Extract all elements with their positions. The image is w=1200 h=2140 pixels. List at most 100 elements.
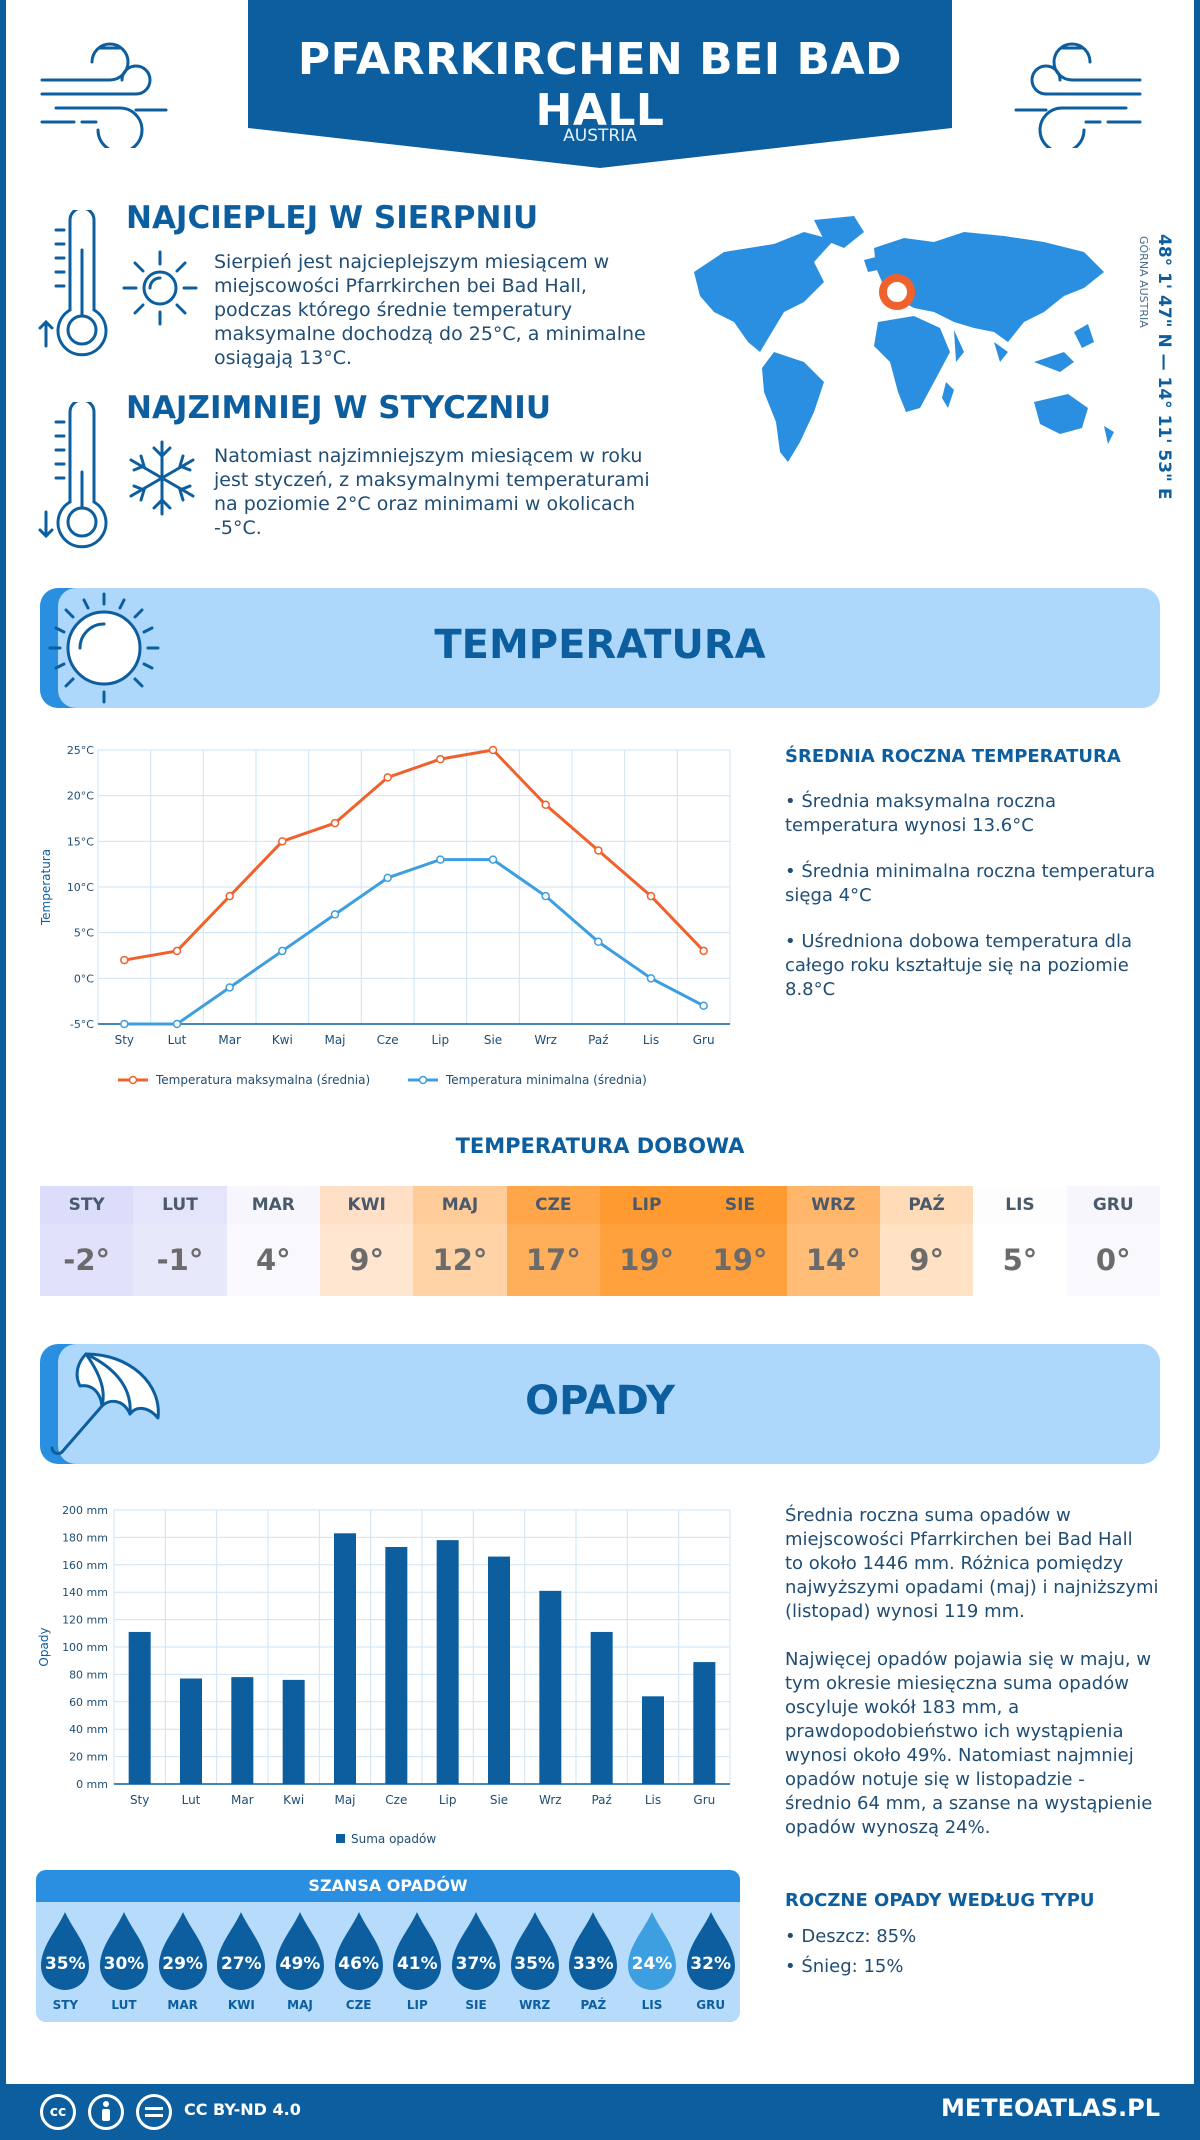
y-tick-label: 80 mm	[69, 1668, 108, 1681]
data-point	[488, 855, 498, 864]
wind-icon-right	[1014, 42, 1142, 148]
rain-drop: 30% LUT	[95, 1910, 153, 2020]
series-line	[124, 858, 705, 1026]
bullet-line: temperatura wynosi 13.6°C	[785, 815, 1034, 836]
x-tick-label: Sie	[490, 1793, 508, 1807]
precip-type-rain: • Deszcz: 85%	[785, 1926, 917, 1947]
data-point	[172, 1019, 182, 1029]
daily-temp-cell: PAŹ 9°	[879, 1186, 974, 1296]
data-point	[172, 946, 182, 956]
rain-chance-value: 37%	[455, 1954, 497, 1974]
paragraph-line: oscyluje wokół 183 mm, a	[785, 1697, 1020, 1718]
data-point	[594, 937, 603, 947]
by-icon	[88, 2094, 124, 2130]
paragraph-line: wynosi około 49%. Natomiast najmniej	[785, 1745, 1134, 1766]
bar	[539, 1590, 562, 1784]
y-tick-label: 140 mm	[62, 1586, 108, 1599]
x-tick-label: Kwi	[283, 1793, 304, 1807]
bar	[590, 1631, 613, 1784]
bar	[180, 1678, 202, 1784]
daily-temp-cell: LIS 5°	[973, 1186, 1067, 1296]
x-tick-label: Lip	[439, 1793, 457, 1807]
rain-chance-month: LIS	[641, 1998, 663, 2012]
data-point	[699, 946, 708, 956]
y-tick-label: 60 mm	[69, 1696, 108, 1709]
daily-temp-cell: LIP 19°	[599, 1186, 694, 1296]
bullet-line: • Średnia maksymalna roczna	[785, 791, 1056, 812]
rain-chance-heading: SZANSA OPADÓW	[36, 1870, 740, 1902]
coldest-line: Natomiast najzimniejszym miesiącem w rok…	[214, 445, 643, 467]
precip-band	[58, 1344, 1160, 1464]
paragraph-line: to około 1446 mm. Różnica pomiędzy	[785, 1553, 1124, 1574]
thermometer-cold-icon	[38, 402, 108, 549]
drop-icon	[510, 1912, 559, 1990]
data-point	[436, 855, 445, 864]
x-tick-label: Mar	[231, 1793, 254, 1807]
daily-temp-cell: SIE 19°	[693, 1186, 787, 1296]
daily-temp-value: -2°	[40, 1224, 134, 1296]
daily-month-label: MAR	[226, 1186, 320, 1224]
x-tick-label: Wrz	[534, 1033, 557, 1047]
drop-icon	[158, 1912, 207, 1990]
daily-temp-cell: GRU 0°	[1066, 1186, 1160, 1296]
bar	[334, 1533, 356, 1784]
daily-temp-value: 19°	[693, 1224, 787, 1296]
y-tick-label: 25°C	[67, 744, 94, 757]
legend-marker	[418, 1075, 428, 1085]
legend-marker	[128, 1075, 138, 1085]
rain-chance-month: WRZ	[519, 1998, 551, 2012]
rain-chance-value: 24%	[631, 1954, 673, 1974]
y-tick-label: 0°C	[74, 972, 94, 985]
data-point	[120, 955, 129, 965]
y-tick-label: 120 mm	[62, 1614, 108, 1627]
daily-temp-heading: TEMPERATURA DOBOWA	[455, 1134, 745, 1158]
daily-month-label: STY	[40, 1186, 134, 1224]
drop-icon	[276, 1912, 324, 1990]
site-link[interactable]: METEOATLAS.PL	[940, 2094, 1160, 2122]
rain-chance-value: 33%	[572, 1954, 614, 1974]
paragraph-line: (listopad) wynosi 119 mm.	[785, 1601, 1025, 1622]
rain-chance-value: 46%	[338, 1954, 379, 1974]
y-tick-label: 200 mm	[62, 1504, 108, 1517]
umbrella-rain-icon	[50, 1352, 160, 1456]
coordinates: 48° 1' 47" N — 14° 11' 53" E	[1154, 234, 1174, 500]
bullet-line: • Uśredniona dobowa temperatura dla	[785, 931, 1133, 952]
paragraph-line: opadów notuje się w listopadzie -	[785, 1769, 1085, 1790]
paragraph-line: opadów wynoszą 24%.	[785, 1817, 991, 1838]
rain-chance-month: CZE	[345, 1998, 372, 2012]
data-point	[120, 1019, 129, 1029]
bullet-line: całego roku kształtuje się na poziomie	[785, 955, 1129, 976]
rain-chance-drops: 35% STY 30% LUT 29% MAR 27% KWI 49% MAJ 46% CZE 41% L…	[36, 1910, 740, 2020]
daily-month-label: LUT	[133, 1186, 227, 1224]
rain-drop: 35% WRZ	[506, 1910, 564, 2020]
daily-temp-cell: KWI 9°	[319, 1186, 414, 1296]
drop-icon	[41, 1912, 90, 1990]
x-tick-label: Sty	[115, 1033, 134, 1047]
rain-chance-month: MAJ	[287, 1998, 313, 2012]
rain-chance-month: KWI	[227, 1998, 255, 2012]
daily-temp-value: 5°	[973, 1224, 1067, 1296]
coldest-line: -5°C.	[214, 517, 262, 539]
daily-temp-value: 4°	[226, 1224, 320, 1296]
data-point	[646, 974, 656, 983]
drop-icon	[393, 1912, 442, 1990]
drop-icon	[100, 1912, 148, 1990]
x-tick-label: Paź	[588, 1033, 608, 1047]
precip-type-snow: • Śnieg: 15%	[785, 1956, 904, 1977]
rain-chance-value: 35%	[44, 1954, 86, 1974]
page-title: PFARRKIRCHEN BEI BAD HALL	[297, 34, 903, 136]
data-point	[225, 891, 234, 901]
daily-temp-value: 14°	[786, 1224, 880, 1296]
bar	[693, 1662, 716, 1784]
thermometer-hot-icon	[38, 210, 108, 357]
country-label: AUSTRIA	[563, 126, 637, 146]
data-point	[541, 800, 550, 810]
rain-drop: 27% KWI	[212, 1910, 270, 2020]
warmest-line: podczas którego średnie temperatury	[214, 299, 573, 321]
cc-icon: cc	[40, 2094, 76, 2130]
snowflake-icon	[129, 440, 195, 516]
paragraph-line: najwyższymi opadami (maj) i najniższymi	[785, 1577, 1159, 1598]
rain-chance-month: LIP	[406, 1998, 428, 2012]
daily-month-label: KWI	[319, 1186, 414, 1224]
series-line	[124, 748, 705, 962]
